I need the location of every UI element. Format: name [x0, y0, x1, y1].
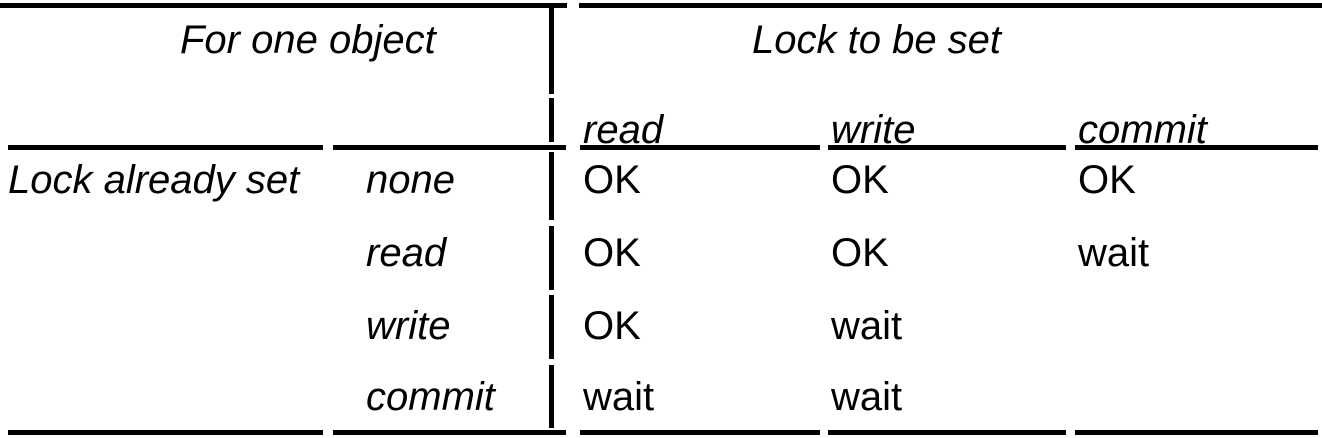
- vertical-divider: [549, 365, 554, 428]
- header-rule-3: [580, 145, 820, 150]
- corner-label: For one object: [180, 18, 436, 62]
- column-header-write: write: [831, 108, 916, 152]
- vertical-divider: [549, 98, 554, 142]
- bottom-rule-4: [828, 430, 1066, 435]
- table-cell: OK: [583, 158, 641, 202]
- table-cell: OK: [831, 158, 889, 202]
- header-rule-1: [8, 145, 323, 150]
- header-rule-4: [828, 145, 1066, 150]
- header-rule-5: [1075, 145, 1318, 150]
- row-label-read: read: [366, 231, 447, 275]
- bottom-rule-1: [8, 430, 323, 435]
- row-label-commit: commit: [366, 375, 495, 419]
- table-cell: wait: [583, 375, 655, 419]
- table-cell: OK: [831, 231, 889, 275]
- row-label-write: write: [366, 304, 451, 348]
- bottom-rule-3: [580, 430, 820, 435]
- vertical-divider: [549, 8, 554, 94]
- column-group-label: Lock to be set: [752, 18, 1002, 62]
- header-rule-2: [333, 145, 566, 150]
- row-group-label: Lock already set: [8, 158, 300, 202]
- table-cell: OK: [583, 231, 641, 275]
- bottom-rule-5: [1075, 430, 1318, 435]
- top-rule-right: [579, 3, 1322, 8]
- vertical-divider: [549, 295, 554, 359]
- column-header-read: read: [583, 108, 664, 152]
- column-header-commit: commit: [1078, 108, 1207, 152]
- table-cell: OK: [1078, 158, 1136, 202]
- table-cell: wait: [831, 375, 903, 419]
- table-cell: OK: [583, 304, 641, 348]
- table-cell: wait: [1078, 231, 1150, 275]
- row-label-none: none: [366, 158, 455, 202]
- vertical-divider: [549, 152, 554, 220]
- table-cell: wait: [831, 304, 903, 348]
- bottom-rule-2: [333, 430, 566, 435]
- top-rule-left: [0, 3, 567, 8]
- vertical-divider: [549, 226, 554, 290]
